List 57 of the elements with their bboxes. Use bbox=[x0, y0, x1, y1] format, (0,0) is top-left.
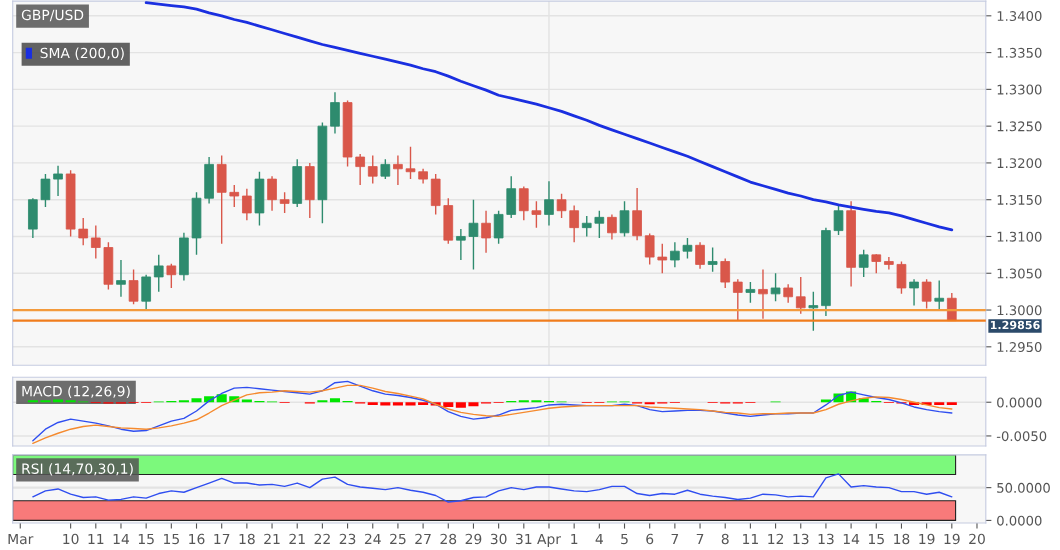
y-tick-label: 1.3300 bbox=[997, 84, 1042, 95]
x-tick-label: 11 bbox=[88, 533, 104, 545]
y-tick-label: 1.3000 bbox=[997, 305, 1042, 316]
x-tick-label: 21 bbox=[264, 533, 280, 545]
x-tick-label: 4 bbox=[595, 533, 603, 545]
x-tick-label: Apr bbox=[537, 533, 561, 547]
x-tick-label: 30 bbox=[490, 533, 507, 545]
y-tick-label: 1.2950 bbox=[997, 342, 1042, 353]
x-tick-label: 11 bbox=[743, 533, 758, 545]
y-tick-label: 0.0000 bbox=[997, 515, 1042, 526]
x-tick-label: 15 bbox=[138, 533, 154, 545]
x-tick-label: 24 bbox=[364, 533, 381, 545]
text: RSI (14,70,30,1) bbox=[22, 463, 133, 476]
x-tick-label: 5 bbox=[621, 533, 628, 545]
y-tick-label: 1.3400 bbox=[997, 11, 1042, 22]
text: GBP/USD bbox=[21, 9, 84, 22]
x-tick-label: 13 bbox=[793, 533, 809, 545]
x-tick-label: 14 bbox=[113, 533, 130, 545]
x-tick-label: 6 bbox=[646, 533, 654, 545]
x-tick-label: 15 bbox=[164, 533, 179, 545]
y-tick-label: 1.3200 bbox=[997, 158, 1042, 169]
text: MACD (12,26,9) bbox=[22, 385, 130, 399]
x-tick-label: 31 bbox=[516, 533, 532, 545]
x-tick-label: 29 bbox=[465, 533, 482, 545]
y-tick-label: 1.3050 bbox=[997, 268, 1042, 279]
x-tick-label: 22 bbox=[314, 533, 330, 545]
y-tick-label: 1.3100 bbox=[997, 231, 1042, 242]
x-tick-label: 8 bbox=[721, 533, 729, 545]
x-tick-label: 14 bbox=[843, 533, 860, 545]
y-tick-label: 1.3250 bbox=[997, 121, 1042, 132]
x-tick-label: 25 bbox=[390, 533, 406, 545]
x-tick-label: 27 bbox=[415, 533, 431, 545]
x-tick-label: 1 bbox=[571, 533, 578, 545]
y-tick-label: -0.0050 bbox=[996, 431, 1047, 442]
y-tick-label: 1.3350 bbox=[997, 47, 1042, 58]
x-tick-label: 10 bbox=[63, 533, 79, 545]
x-tick-label: 7 bbox=[671, 533, 679, 545]
y-tick-label: 50.0000 bbox=[997, 482, 1050, 493]
x-tick-label: 19 bbox=[919, 533, 935, 545]
x-tick-label: 15 bbox=[868, 533, 884, 545]
x-tick-label: 17 bbox=[214, 533, 230, 545]
ref-line-label: 1.29856 bbox=[990, 320, 1040, 330]
x-tick-label: 20 bbox=[969, 533, 985, 545]
y-tick-label: 0.0000 bbox=[997, 397, 1042, 408]
x-tick-label: 19 bbox=[944, 533, 960, 545]
x-tick-label: 23 bbox=[339, 533, 356, 545]
y-tick-label: 1.3150 bbox=[997, 194, 1042, 205]
x-tick-label: 12 bbox=[768, 533, 784, 545]
x-tick-label: 16 bbox=[189, 533, 205, 545]
x-tick-label: 13 bbox=[818, 533, 834, 545]
x-tick-label: Mar bbox=[8, 533, 34, 545]
x-tick-label: 28 bbox=[440, 533, 457, 545]
x-tick-label: 18 bbox=[239, 533, 255, 545]
x-tick-label: 18 bbox=[894, 533, 910, 545]
legend-label: SMA (200,0) bbox=[40, 47, 124, 60]
x-tick-label: 7 bbox=[696, 533, 704, 545]
x-tick-label: 21 bbox=[289, 533, 305, 545]
